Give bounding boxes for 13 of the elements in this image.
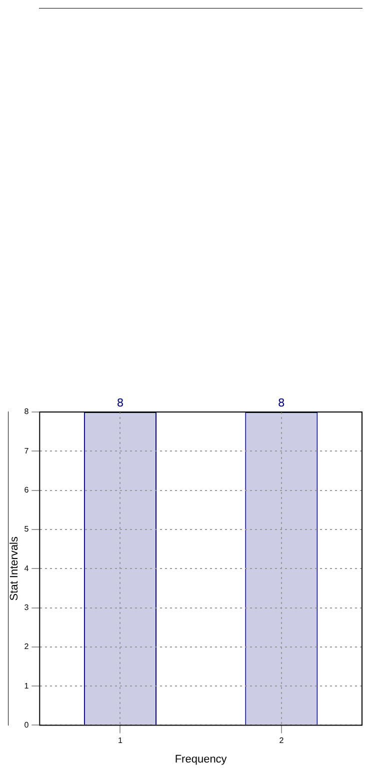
y-tick-label: 5 <box>24 524 30 534</box>
y-tick-label: 4 <box>24 564 30 573</box>
y-tick-label: 8 <box>24 407 30 416</box>
y-tick-label: 1 <box>24 681 30 690</box>
y-axis-title: Stat Intervals <box>8 536 21 601</box>
data-label: 8 <box>116 396 124 410</box>
y-tick-label: 0 <box>24 720 30 730</box>
y-tick-label: 7 <box>24 446 30 456</box>
y-tick-label: 6 <box>24 486 30 495</box>
y-tick-label: 2 <box>24 642 30 652</box>
x-axis-title: Frequency <box>174 753 228 766</box>
data-label: 8 <box>278 396 285 410</box>
y-tick-label: 3 <box>24 602 30 612</box>
